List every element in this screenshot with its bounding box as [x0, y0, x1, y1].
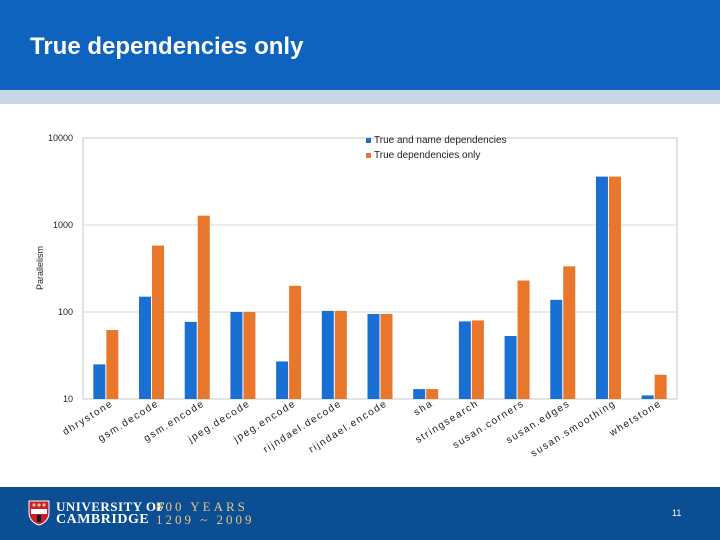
university-wordmark: UNIVERSITY OF CAMBRIDGE	[56, 499, 165, 527]
bar-true-and-name-susan-edges	[550, 299, 563, 399]
bar-true-and-name-rijndael-decode	[321, 310, 334, 399]
bar-true-and-name-sha	[413, 389, 426, 399]
university-line2: CAMBRIDGE	[56, 512, 150, 527]
bar-true-only-stringsearch	[471, 320, 484, 399]
bar-true-only-susan-corners	[517, 280, 530, 399]
x-tick-label: susan.smoothing	[529, 398, 618, 459]
x-tick-label: rijndael.decode	[261, 398, 343, 455]
bar-true-only-dhrystone	[106, 330, 119, 399]
bar-true-only-gsm-decode	[152, 245, 165, 399]
y-tick-label: 10	[63, 394, 73, 404]
plot-area	[82, 137, 678, 400]
bar-true-only-susan-smoothing	[608, 176, 621, 399]
legend-swatch-series2	[366, 153, 371, 158]
bar-true-and-name-dhrystone	[93, 364, 106, 399]
anniversary-line2: 1209 ~ 2009	[156, 512, 255, 527]
page-number: 11	[672, 508, 682, 518]
legend-label-series1: True and name dependencies	[374, 135, 507, 146]
y-tick-label: 1000	[53, 220, 73, 230]
bar-true-and-name-whetstone	[641, 395, 654, 399]
bar-true-only-jpeg-decode	[243, 312, 256, 399]
bar-true-only-whetstone	[654, 374, 667, 399]
slide-title: True dependencies only	[30, 33, 304, 60]
bar-true-and-name-susan-corners	[504, 335, 517, 399]
legend-label-series2: True dependencies only	[374, 150, 481, 161]
bar-true-only-sha	[426, 389, 439, 399]
legend-item-series1: True and name dependencies	[366, 133, 507, 148]
bar-true-and-name-susan-smoothing	[595, 176, 608, 399]
y-tick-label: 100	[58, 307, 73, 317]
anniversary-line1: 800 YEARS	[156, 499, 248, 514]
header-band	[0, 90, 720, 104]
anniversary-mark: 800 YEARS 1209 ~ 2009	[156, 500, 255, 526]
bar-true-only-jpeg-encode	[289, 285, 302, 399]
chart-legend: True and name dependencies True dependen…	[366, 133, 507, 163]
university-line1: UNIVERSITY OF	[56, 499, 165, 514]
bar-true-only-gsm-encode	[197, 215, 210, 399]
bar-true-only-rijndael-decode	[334, 310, 347, 399]
bar-true-and-name-gsm-encode	[184, 321, 197, 399]
y-tick-label: 10000	[48, 133, 73, 143]
bar-true-and-name-rijndael-encode	[367, 313, 380, 399]
bar-true-and-name-stringsearch	[458, 321, 471, 399]
header-bar	[0, 0, 720, 90]
bar-true-only-rijndael-encode	[380, 313, 393, 399]
legend-swatch-series1	[366, 138, 371, 143]
legend-item-series2: True dependencies only	[366, 148, 507, 163]
university-crest-icon	[28, 500, 50, 526]
footer-bar	[0, 487, 720, 540]
bar-true-only-susan-edges	[563, 266, 576, 399]
bar-true-and-name-gsm-decode	[139, 296, 152, 399]
bar-true-and-name-jpeg-decode	[230, 312, 243, 399]
bar-true-and-name-jpeg-encode	[276, 361, 289, 399]
y-axis-label: Parallelism	[35, 246, 45, 290]
x-tick-label: rijndael.encode	[307, 398, 389, 455]
x-tick-label: sha	[412, 398, 435, 418]
